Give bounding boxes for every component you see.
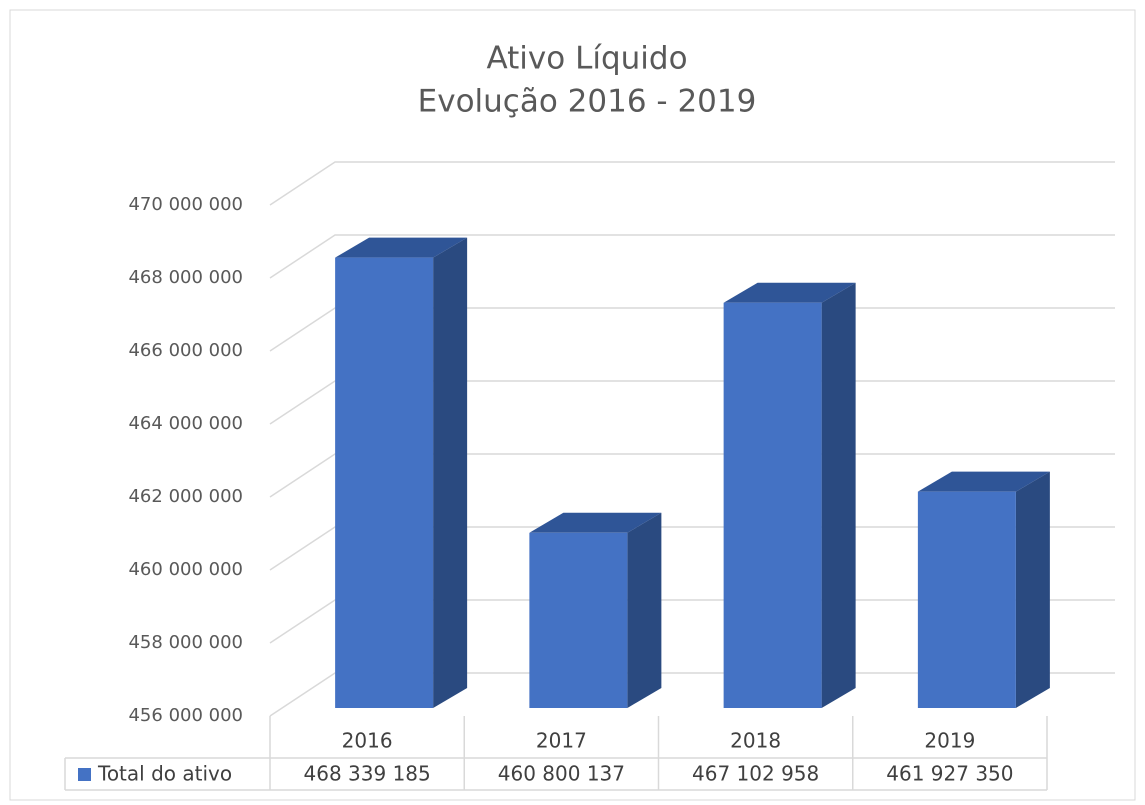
grid-line bbox=[269, 234, 1115, 279]
bar-top bbox=[917, 471, 1050, 492]
table-value: 468 339 185 bbox=[304, 762, 431, 786]
bar-side bbox=[433, 237, 468, 708]
y-tick-label: 466 000 000 bbox=[128, 340, 243, 361]
table-value: 461 927 350 bbox=[886, 762, 1013, 786]
table-value: 467 102 958 bbox=[692, 762, 819, 786]
y-tick-label: 460 000 000 bbox=[128, 559, 243, 580]
bar bbox=[917, 491, 1016, 708]
x-tick-label: 2016 bbox=[342, 729, 393, 753]
y-tick-label: 458 000 000 bbox=[128, 632, 243, 653]
legend-label: Total do ativo bbox=[97, 762, 232, 786]
y-tick-label: 464 000 000 bbox=[128, 413, 243, 434]
bar bbox=[529, 532, 628, 708]
legend-key bbox=[78, 768, 91, 781]
x-tick-label: 2018 bbox=[730, 729, 781, 753]
grid-line bbox=[269, 161, 1115, 206]
y-tick-label: 462 000 000 bbox=[128, 486, 243, 507]
table-value: 460 800 137 bbox=[498, 762, 625, 786]
y-tick-label: 456 000 000 bbox=[128, 705, 243, 726]
bar-top bbox=[335, 237, 468, 258]
bar-side bbox=[1015, 471, 1050, 708]
bar-top bbox=[723, 282, 856, 303]
bar bbox=[723, 302, 822, 708]
bar-side bbox=[627, 512, 662, 708]
chart-subtitle: Evolução 2016 - 2019 bbox=[418, 84, 757, 120]
x-tick-label: 2019 bbox=[924, 729, 975, 753]
bar-side bbox=[821, 282, 856, 708]
y-tick-label: 468 000 000 bbox=[128, 267, 243, 288]
bar-top bbox=[529, 512, 662, 533]
x-tick-label: 2017 bbox=[536, 729, 587, 753]
bar bbox=[335, 257, 434, 708]
chart-title: Ativo Líquido bbox=[486, 41, 687, 77]
y-tick-label: 470 000 000 bbox=[128, 194, 243, 215]
